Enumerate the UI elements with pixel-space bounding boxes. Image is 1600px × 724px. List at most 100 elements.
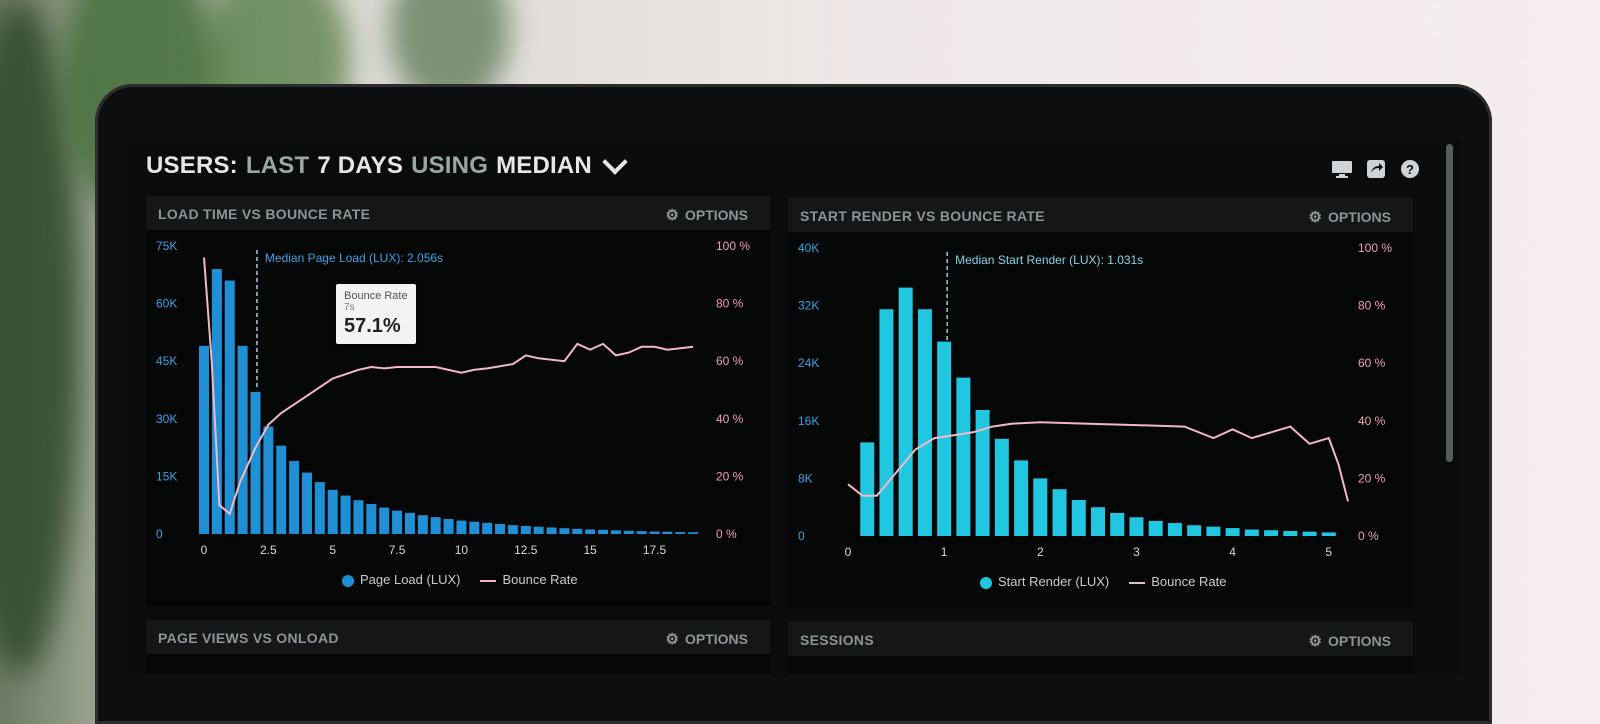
legend-swatch [480,579,497,582]
bar [860,442,875,536]
options-button[interactable]: ⚙ OPTIONS [1309,632,1391,650]
legend-item-bars[interactable]: Page Load (LUX) [342,572,460,587]
bar [392,510,403,534]
help-icon[interactable]: ? [1399,158,1421,180]
bar [1052,489,1067,536]
bar [636,531,647,534]
y-tick-label: 15K [156,469,177,483]
legend-item-line[interactable]: Bounce Rate [480,572,578,587]
panel-load-time: LOAD TIME VS BOUNCE RATE ⚙ OPTIONS 0 15K 3… [146,196,770,606]
panel-header: START RENDER VS BOUNCE RATE ⚙ OPTIONS [788,198,1413,232]
bar [482,522,493,534]
tooltip-sub: 7s [344,302,355,313]
x-tick-label: 0 [201,543,208,557]
options-button[interactable]: ⚙ OPTIONS [1309,208,1391,226]
y-tick-label: 16K [798,414,819,428]
legend-label: Page Load (LUX) [360,572,461,587]
x-tick-label: 12.5 [514,543,538,557]
y-tick-label: 8K [798,471,813,485]
median-label: Median Start Render (LUX): 1.031s [955,253,1143,267]
bar [507,525,518,534]
bar [1321,532,1336,536]
bar [1091,507,1105,536]
bar [1187,525,1202,536]
share-icon[interactable] [1365,158,1387,180]
y2-tick-label: 0 % [716,527,737,541]
bar [1206,526,1221,536]
x-tick-label: 7.5 [389,543,406,557]
legend-item-line[interactable]: Bounce Rate [1129,574,1226,589]
x-tick-label: 10 [455,543,469,557]
x-tick-label: 5 [1325,545,1332,559]
panel-title: START RENDER VS BOUNCE RATE [800,208,1045,224]
x-tick-label: 0 [845,545,852,559]
y-tick-label: 32K [798,299,819,313]
legend-swatch [980,576,992,589]
chevron-down-icon[interactable] [602,149,628,175]
y2-tick-label: 0 % [1358,529,1379,543]
bar [1033,478,1048,536]
bar [404,512,415,534]
header-toolbar: ? [1331,158,1421,180]
y-tick-label: 24K [798,356,819,370]
legend-item-bars[interactable]: Start Render (LUX) [980,574,1109,589]
title-method: MEDIAN [496,152,592,179]
bar [314,482,325,534]
bar [456,520,467,534]
bar [211,269,222,534]
bar [1283,530,1298,536]
x-tick-label: 2.5 [260,543,277,557]
bar [430,517,441,534]
y2-tick-label: 60 % [1358,356,1386,370]
gear-icon: ⚙ [665,631,679,648]
page-title[interactable]: USERS: LAST 7 DAYS USING MEDIAN [146,149,628,180]
y-tick-label: 60K [156,297,177,311]
bar [533,526,544,534]
bar [250,391,261,534]
bar [546,527,557,534]
bar [1225,528,1240,536]
bar [956,377,971,536]
bar [263,426,274,534]
bar [623,530,634,534]
options-button[interactable]: ⚙ OPTIONS [666,206,748,224]
bar [937,341,952,536]
y-tick-label: 0 [798,529,805,543]
bar [994,438,1009,536]
bar [559,528,570,534]
bar [520,525,531,534]
bar [237,345,248,534]
panel-title: SESSIONS [800,632,874,648]
options-button[interactable]: ⚙ OPTIONS [666,630,748,648]
panel-header: PAGE VIEWS VS ONLOAD ⚙ OPTIONS [146,620,770,654]
y2-tick-label: 100 % [1358,241,1392,255]
bar [340,495,351,534]
scrollbar[interactable] [1446,144,1453,462]
y2-tick-label: 20 % [716,469,744,483]
gear-icon: ⚙ [1308,209,1322,226]
y2-tick-label: 40 % [716,412,744,426]
bar [276,445,287,534]
options-label: OPTIONS [1327,209,1391,225]
bar [585,529,596,534]
bar [366,504,377,534]
bar [417,515,428,534]
bar [224,280,235,534]
y-tick-label: 45K [156,354,177,368]
monitor-icon[interactable] [1331,158,1353,180]
title-prefix: USERS: [146,152,238,179]
bar [1302,531,1317,536]
legend-label: Bounce Rate [1151,574,1227,589]
gear-icon: ⚙ [665,207,679,224]
bar [1110,512,1125,536]
title-using: USING [411,152,489,179]
bounce-rate-line [203,257,694,516]
bar [301,472,312,534]
x-tick-label: 1 [941,545,948,559]
bar [469,521,480,534]
bar [975,410,990,536]
bar [1148,520,1163,536]
bar [917,309,932,536]
bar [1071,500,1086,536]
legend-swatch [342,574,354,587]
